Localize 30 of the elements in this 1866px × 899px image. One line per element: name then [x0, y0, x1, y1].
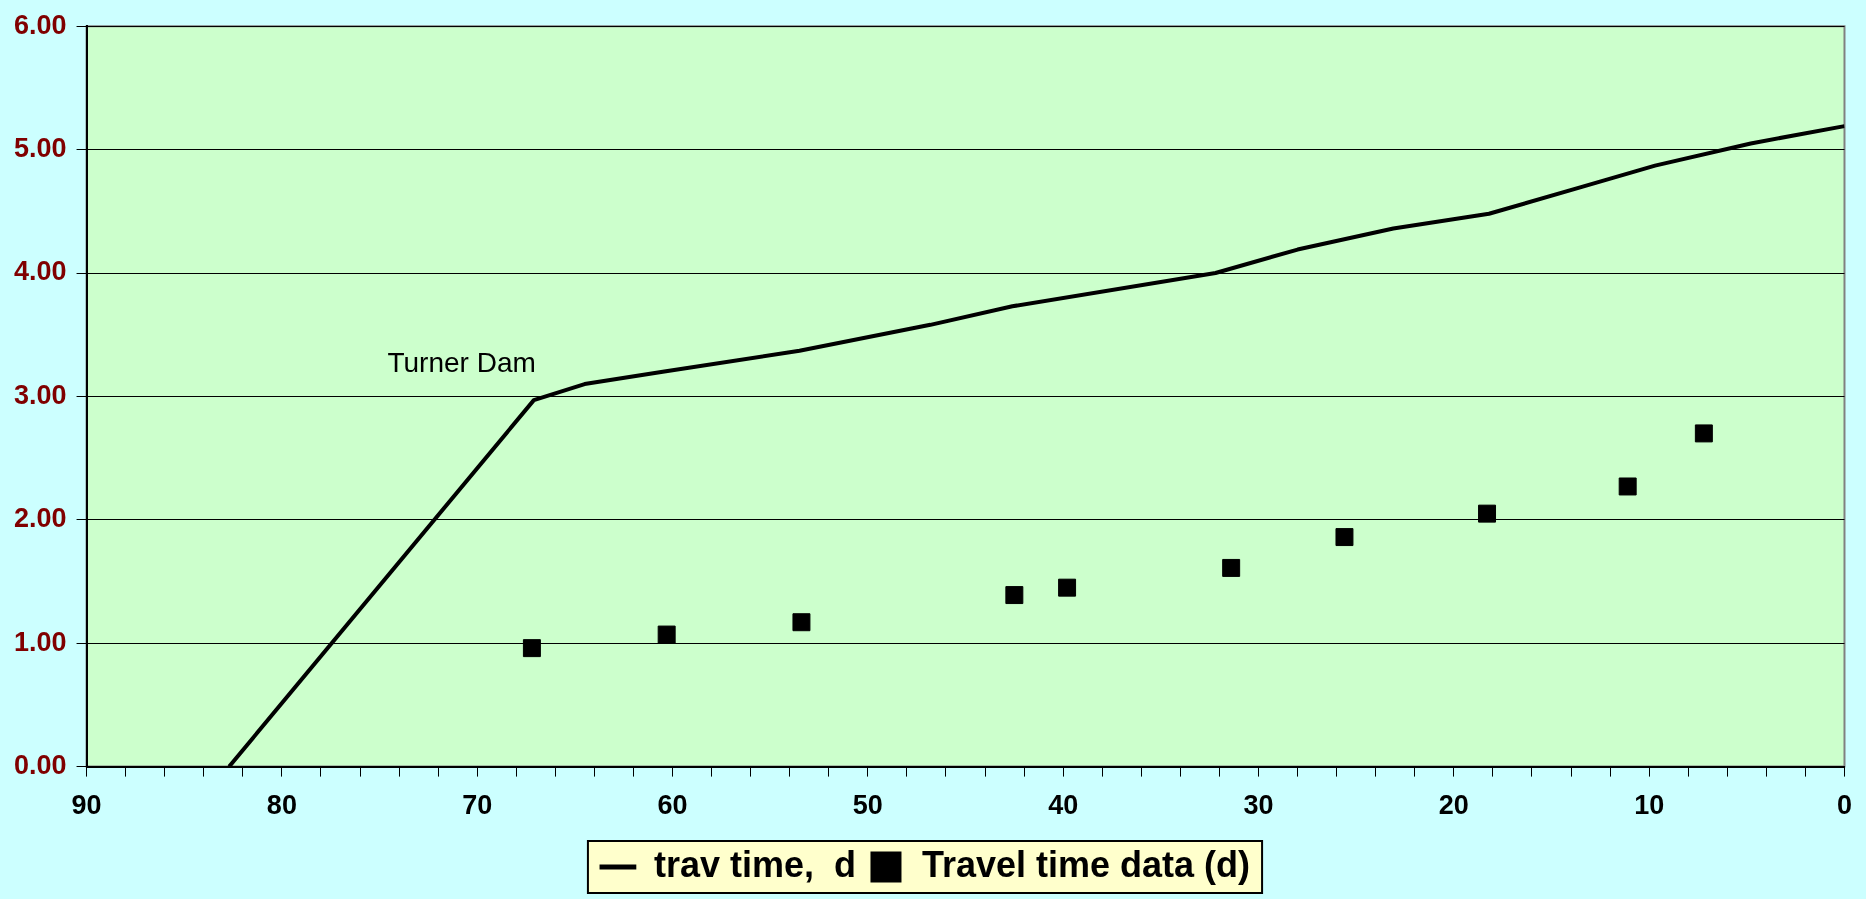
y-tick-label: 2.00: [13, 503, 67, 534]
point: [1005, 586, 1024, 605]
x-tick-label: 90: [71, 790, 102, 821]
x-tick-label: 0: [1836, 790, 1853, 821]
point: [657, 625, 676, 644]
x-tick-label: 20: [1438, 790, 1469, 821]
y-tick-label: 1.00: [13, 626, 67, 657]
x-tick-label: 60: [657, 790, 688, 821]
point: [522, 639, 541, 658]
y-tick-label: 6.00: [13, 9, 67, 40]
point: [1335, 528, 1354, 547]
point: [1618, 477, 1637, 496]
point: [1222, 558, 1241, 577]
point: [1478, 504, 1497, 523]
y-tick-label: 5.00: [13, 133, 67, 164]
y-tick-label: 0.00: [13, 750, 67, 781]
x-tick-label: 10: [1634, 790, 1665, 821]
x-tick-label: 70: [462, 790, 493, 821]
x-tick-label: 40: [1048, 790, 1079, 821]
point: [792, 613, 811, 632]
legend-label: trav time, d: [653, 843, 856, 885]
annotation: Turner Dam: [387, 346, 536, 378]
x-tick-label: 80: [266, 790, 297, 821]
y-tick-label: 4.00: [13, 256, 67, 287]
x-tick-label: 30: [1243, 790, 1274, 821]
point: [1694, 424, 1713, 443]
x-tick-label: 50: [852, 790, 883, 821]
y-tick-label: 3.00: [13, 379, 67, 410]
legend-label: Travel time data (d): [921, 843, 1251, 885]
point: [1058, 578, 1077, 597]
